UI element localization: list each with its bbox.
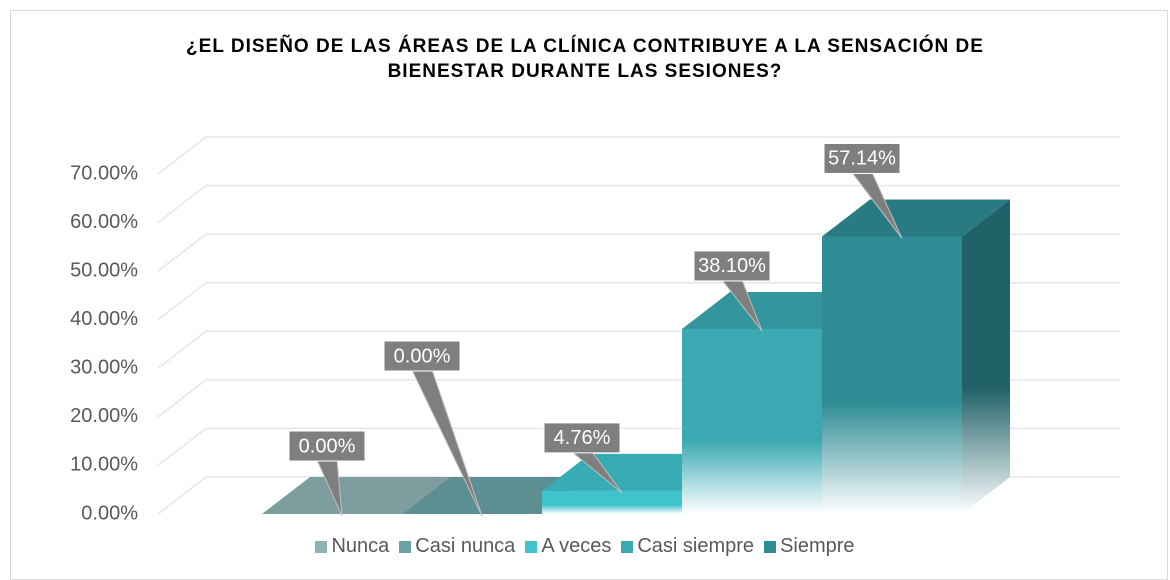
label-box [543,422,621,454]
bar-top [262,477,450,514]
legend-swatch [621,540,634,553]
y-tick-label: 20.00% [70,405,138,427]
y-tick-label: 70.00% [70,162,138,184]
label-box [693,250,771,282]
legend-item: Nunca [315,535,389,558]
data-label: 4.76% [554,427,611,449]
data-label: 0.00% [299,435,356,457]
legend-swatch [764,540,777,553]
legend-label: Siempre [780,535,855,557]
label-box [383,340,461,372]
data-label: 0.00% [394,345,451,367]
grid-line [157,233,1120,272]
y-tick-label: 10.00% [70,454,138,476]
legend-item: Casi siempre [621,535,754,558]
bar-top [822,199,1010,237]
legend-swatch [399,540,412,553]
legend-label: Nunca [331,535,390,557]
data-label: 38.10% [698,255,766,277]
grid-line [157,136,1120,175]
grid-line [157,184,1120,224]
legend-swatch [315,540,328,553]
bar [542,490,682,514]
label-box [823,142,901,174]
legend-label: Casi siempre [637,535,755,557]
legend-swatch [525,540,538,553]
grid-line [157,281,1120,321]
bar-side [962,199,1010,514]
label-box [288,430,366,462]
bar [822,236,962,514]
legend-item: Siempre [764,535,855,558]
legend: Nunca Casi nunca A veces Casi siempre Siempr… [0,535,1170,558]
legend-item: Casi nunca [399,535,515,558]
chart-title: ¿EL DISEÑO DE LAS ÁREAS DE LA CLÍNICA CO… [186,36,984,82]
data-label: 57.14% [828,148,896,170]
y-tick-label: 30.00% [70,357,138,379]
legend-label: A veces [541,535,612,557]
bar [682,328,822,514]
y-tick-label: 40.00% [70,308,138,330]
y-tick-label: 0.00% [81,502,138,524]
legend-item: A veces [525,535,611,558]
legend-label: Casi nunca [415,535,516,557]
y-tick-label: 50.00% [70,259,138,281]
y-tick-label: 60.00% [70,211,138,233]
